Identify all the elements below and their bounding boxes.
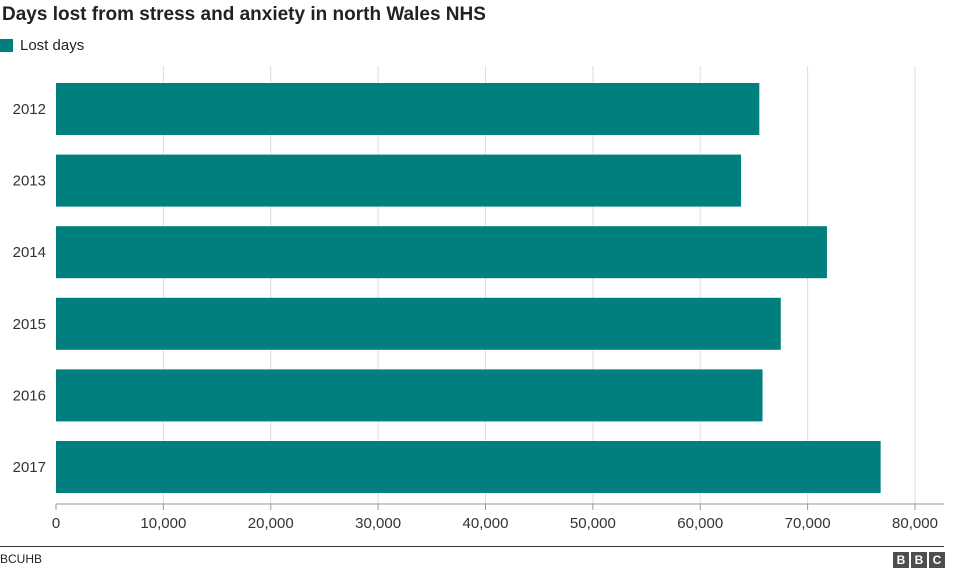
bar [56,297,781,350]
bar [56,369,763,422]
y-category-label: 2013 [13,173,46,190]
bar [56,154,742,207]
y-category-label: 2016 [13,387,46,404]
y-category-label: 2014 [13,244,46,261]
x-tick-label: 20,000 [248,515,294,532]
legend-label: Lost days [20,37,85,54]
bbc-logo-letter: B [893,552,909,568]
bbc-logo: B B C [893,552,945,568]
x-tick-label: 50,000 [570,515,616,532]
source-label: BCUHB [0,552,43,566]
x-tick-label: 40,000 [463,515,509,532]
bar [56,441,881,493]
x-tick-label: 10,000 [140,515,186,532]
y-category-label: 2015 [13,316,46,333]
y-category-label: 2012 [13,101,46,118]
x-tick-label: 70,000 [785,515,831,532]
x-tick-label: 80,000 [892,515,938,532]
chart-title: Days lost from stress and anxiety in nor… [2,4,486,25]
x-tick-label: 0 [52,515,60,532]
y-category-label: 2017 [13,459,46,476]
bar [56,83,760,135]
footer-divider [0,546,944,547]
bbc-logo-letter: C [929,552,945,568]
bar [56,226,827,279]
x-tick-label: 30,000 [355,515,401,532]
legend: Lost days [0,37,84,54]
x-tick-label: 60,000 [677,515,723,532]
bbc-logo-letter: B [911,552,927,568]
legend-swatch [0,39,13,52]
